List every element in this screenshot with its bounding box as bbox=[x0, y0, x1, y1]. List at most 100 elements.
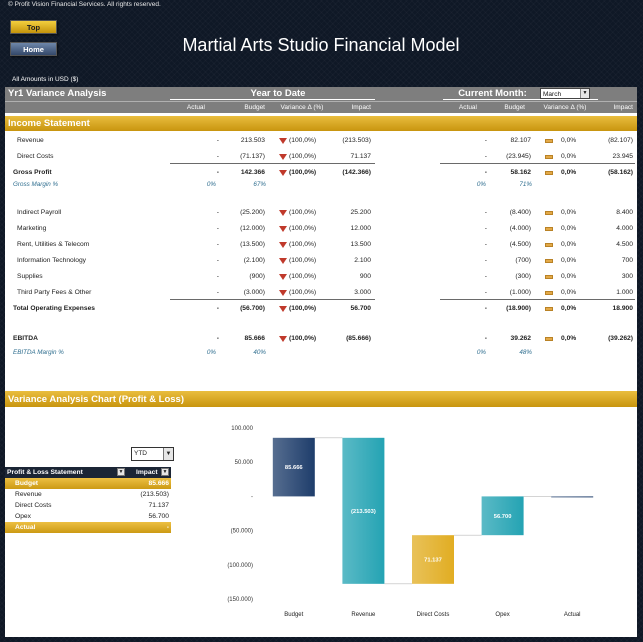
no-change-icon bbox=[545, 337, 553, 341]
cell-budget: (4.500) bbox=[509, 241, 531, 248]
bar-opex bbox=[481, 496, 524, 536]
col-actual-cm: Actual bbox=[458, 104, 477, 111]
down-arrow-icon bbox=[279, 258, 287, 264]
down-arrow-icon bbox=[279, 170, 287, 176]
row-label: Supplies bbox=[17, 273, 43, 280]
data-label: (213.503) bbox=[351, 509, 376, 515]
cell-actual: - bbox=[484, 225, 487, 232]
data-label: 56.700 bbox=[494, 514, 512, 520]
cell-actual: - bbox=[484, 241, 487, 248]
pl-table-header: Profit & Loss Statement ▼ Impact ▼ bbox=[5, 467, 171, 478]
row-label: Third Party Fees & Other bbox=[17, 289, 92, 296]
month-value: March bbox=[543, 91, 562, 98]
cell-impact: 13.500 bbox=[350, 241, 371, 248]
row-label: Gross Margin % bbox=[13, 181, 59, 188]
cell-variance: (100,0%) bbox=[289, 169, 317, 176]
cell-variance: 0,0% bbox=[561, 209, 577, 216]
variance-row: Information Technology - (2.100) (100,0%) 2.… bbox=[5, 255, 637, 267]
row-label: Gross Profit bbox=[13, 169, 52, 176]
currency-note: All Amounts in USD ($) bbox=[12, 76, 79, 83]
cell-actual: 0% bbox=[206, 181, 216, 188]
cell-variance: (100,0%) bbox=[289, 289, 317, 296]
variance-analysis-panel: Yr1 Variance Analysis Year to Date Curre… bbox=[5, 87, 637, 391]
no-change-icon bbox=[545, 227, 553, 231]
y-tick-label: 100.000 bbox=[231, 426, 253, 432]
cell-impact: 1.000 bbox=[616, 289, 633, 296]
income-statement-heading: Income Statement bbox=[5, 116, 637, 131]
filter-icon[interactable]: ▼ bbox=[117, 468, 125, 476]
chart-section: YTD ▼ Profit & Loss Statement ▼ Impact ▼… bbox=[5, 407, 637, 637]
row-label: Direct Costs bbox=[15, 502, 52, 509]
variance-row: Rent, Utilities & Telecom - (13.500) (100,0… bbox=[5, 239, 637, 251]
col-actual-ytd: Actual bbox=[186, 104, 205, 111]
variance-row: EBITDA - 85.666 (100,0%) (85.666) - 39.262 0,0%… bbox=[5, 333, 637, 345]
page-title: Martial Arts Studio Financial Model bbox=[182, 35, 460, 55]
cell-variance: (100,0%) bbox=[289, 225, 317, 232]
cell-actual: - bbox=[484, 335, 487, 342]
down-arrow-icon bbox=[279, 210, 287, 216]
filter-icon[interactable]: ▼ bbox=[161, 468, 169, 476]
col-budget-cm: Budget bbox=[504, 104, 525, 111]
top-button[interactable]: Top bbox=[10, 20, 57, 34]
cell-actual: - bbox=[484, 257, 487, 264]
cell-impact: 12.000 bbox=[350, 225, 371, 232]
cell-budget: (12.000) bbox=[240, 225, 265, 232]
home-button[interactable]: Home bbox=[10, 42, 57, 56]
chevron-down-icon[interactable]: ▼ bbox=[163, 448, 173, 460]
y-tick-label: 50.000 bbox=[235, 460, 254, 466]
cell-budget: (1.000) bbox=[509, 289, 531, 296]
cell-impact: 23.945 bbox=[612, 153, 633, 160]
chart-section-heading: Variance Analysis Chart (Profit & Loss) bbox=[5, 391, 637, 407]
no-change-icon bbox=[545, 155, 553, 159]
ytd-underline bbox=[170, 99, 375, 100]
cell-budget: 82.107 bbox=[510, 137, 531, 144]
variance-row: Gross Profit - 142.366 (100,0%) (142.366) - 58… bbox=[5, 167, 637, 179]
cell-impact: (85.666) bbox=[346, 335, 371, 342]
cell-variance: (100,0%) bbox=[289, 209, 317, 216]
cell-variance: (100,0%) bbox=[289, 273, 317, 280]
down-arrow-icon bbox=[279, 242, 287, 248]
data-label: 71.137 bbox=[424, 558, 442, 564]
cell-variance: (100,0%) bbox=[289, 305, 317, 312]
waterfall-chart: 100.000 50.000 - (50.000) (100.000) (150.000)… bbox=[227, 426, 594, 618]
cell-actual: - bbox=[484, 209, 487, 216]
cell-budget: 85.666 bbox=[244, 335, 265, 342]
cell-budget: (71.137) bbox=[240, 153, 265, 160]
table-row: Actual - bbox=[5, 522, 171, 533]
variance-row: EBITDA Margin % 0% 40% 0% 48% bbox=[5, 347, 637, 359]
no-change-icon bbox=[545, 139, 553, 143]
x-category-label: Opex bbox=[495, 612, 509, 618]
period-value: YTD bbox=[134, 450, 147, 457]
cell-impact: 8.400 bbox=[616, 209, 633, 216]
period-dropdown[interactable]: YTD ▼ bbox=[131, 447, 174, 461]
bar-revenue bbox=[342, 437, 385, 584]
down-arrow-icon bbox=[279, 274, 287, 280]
total-separator bbox=[170, 163, 375, 164]
cell-budget: (56.700) bbox=[240, 305, 265, 312]
cell-impact: 900 bbox=[359, 273, 371, 280]
cell-actual: 0% bbox=[476, 349, 486, 356]
chevron-down-icon[interactable]: ▼ bbox=[580, 89, 589, 98]
cell-impact: (58.162) bbox=[608, 169, 633, 176]
cell-budget: 71% bbox=[519, 181, 532, 188]
cell-variance: 0,0% bbox=[561, 137, 577, 144]
row-label: Revenue bbox=[15, 491, 42, 498]
row-value: 71.137 bbox=[148, 502, 169, 509]
data-label: 85.666 bbox=[285, 465, 304, 471]
cell-budget: (3.000) bbox=[243, 289, 265, 296]
bar-actual bbox=[551, 496, 594, 498]
cell-actual: 0% bbox=[206, 349, 216, 356]
variance-row: Marketing - (12.000) (100,0%) 12.000 - (4.000)… bbox=[5, 223, 637, 235]
row-label: EBITDA Margin % bbox=[13, 349, 64, 356]
row-label: Direct Costs bbox=[17, 153, 54, 160]
cell-actual: - bbox=[216, 153, 219, 160]
cell-actual: - bbox=[216, 169, 219, 176]
cell-budget: (300) bbox=[515, 273, 531, 280]
row-label: Information Technology bbox=[17, 257, 87, 264]
col-impact-cm: Impact bbox=[613, 104, 633, 111]
pl-header-label: Profit & Loss Statement bbox=[7, 469, 83, 476]
month-dropdown[interactable]: March ▼ bbox=[540, 88, 590, 99]
cell-budget: 58.162 bbox=[510, 169, 531, 176]
cell-actual: - bbox=[216, 289, 219, 296]
col-budget-ytd: Budget bbox=[244, 104, 265, 111]
